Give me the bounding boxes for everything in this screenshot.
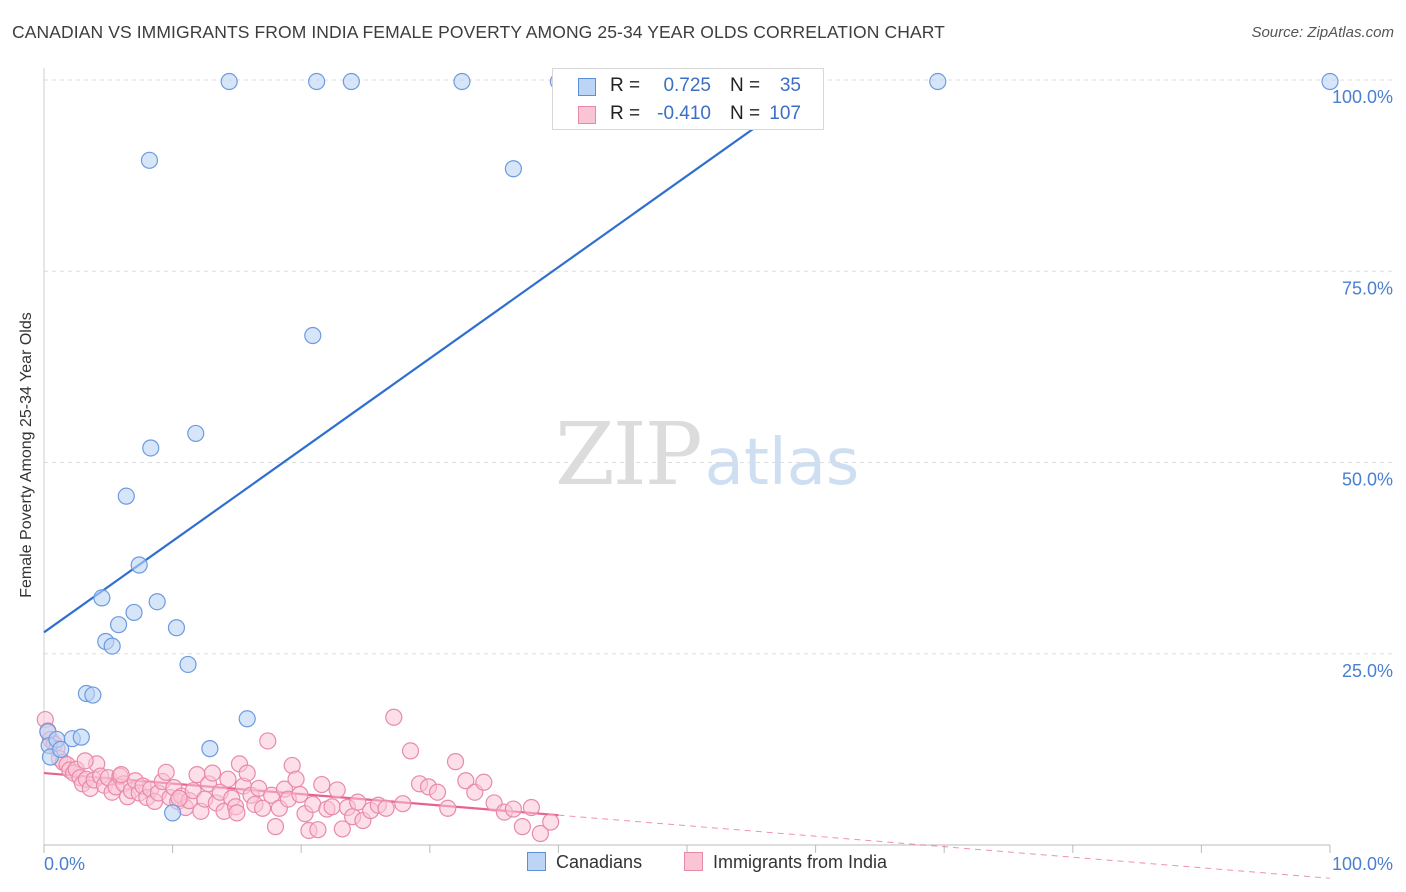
point-india <box>259 732 277 750</box>
point-canadians <box>142 439 160 457</box>
point-india <box>184 782 202 800</box>
point-india <box>228 804 246 822</box>
point-india <box>542 813 560 831</box>
legend-r-label: R = <box>610 75 641 96</box>
legend-row-canadians: R = 0.725 N = 35 <box>553 73 823 101</box>
point-india <box>304 795 322 814</box>
point-india <box>112 766 130 784</box>
point-india <box>522 798 540 817</box>
point-canadians <box>201 740 219 758</box>
point-india <box>349 793 367 811</box>
trend-line-canadians <box>43 79 823 634</box>
legend-label-canadians: Canadians <box>556 852 643 872</box>
legend-n-label: N = <box>730 75 761 96</box>
point-india <box>254 799 272 817</box>
legend-swatch-blue <box>578 78 596 96</box>
point-canadians <box>117 487 135 505</box>
legend-item-canadians[interactable]: Canadians <box>527 852 642 873</box>
x-tick-label: 100.0% <box>1332 854 1393 874</box>
point-india <box>446 753 465 771</box>
point-canadians <box>72 728 90 746</box>
point-canadians <box>103 637 121 655</box>
y-tick-label: 50.0% <box>1342 470 1393 490</box>
y-tick-label: 25.0% <box>1342 661 1393 681</box>
point-canadians <box>1321 72 1339 91</box>
legend-r-value: -0.410 <box>657 103 711 124</box>
trend-line-india-extension <box>558 814 1331 879</box>
legend-n-label: N = <box>730 103 761 124</box>
point-india <box>157 763 175 781</box>
correlation-legend: R = 0.725 N = 35 R = -0.410 N = 107 <box>552 68 824 130</box>
axes <box>43 68 1331 853</box>
point-canadians <box>179 655 197 674</box>
point-india <box>475 773 493 791</box>
point-canadians <box>125 603 143 622</box>
point-india <box>203 764 222 782</box>
legend-r-label: R = <box>610 103 641 124</box>
point-canadians <box>52 740 70 758</box>
point-india <box>219 770 237 788</box>
point-canadians <box>109 616 128 634</box>
gridlines <box>44 79 1392 655</box>
point-india <box>287 770 305 788</box>
point-india <box>333 820 351 838</box>
point-india <box>309 821 327 839</box>
point-canadians <box>220 72 238 91</box>
chart-title: CANADIAN VS IMMIGRANTS FROM INDIA FEMALE… <box>12 22 945 42</box>
point-canadians <box>308 72 326 91</box>
point-india <box>323 798 341 816</box>
point-india <box>328 781 346 799</box>
point-india <box>394 795 412 813</box>
y-tick-label: 75.0% <box>1342 278 1393 298</box>
tick-labels: 25.0% 50.0% 75.0% 100.0% 0.0% 100.0% <box>44 87 1393 874</box>
legend-label-india: Immigrants from India <box>713 852 888 872</box>
point-canadians <box>84 686 102 704</box>
data-points <box>36 72 1339 843</box>
legend-swatch-pink <box>578 106 596 124</box>
point-canadians <box>304 326 322 345</box>
point-india <box>504 800 522 818</box>
point-india <box>377 799 395 817</box>
legend-n-value: 35 <box>779 75 801 96</box>
point-canadians <box>167 619 186 637</box>
point-india <box>266 818 285 836</box>
legend-swatch-canadians <box>527 852 546 871</box>
point-india <box>291 785 309 804</box>
point-canadians <box>140 151 159 169</box>
point-india <box>428 783 447 801</box>
source-credit: Source: ZipAtlas.com <box>1251 24 1394 41</box>
legend-row-india: R = -0.410 N = 107 <box>553 101 823 129</box>
legend-r-value: 0.725 <box>663 75 711 96</box>
point-india <box>457 772 475 790</box>
point-canadians <box>164 804 182 822</box>
point-india <box>76 752 94 770</box>
point-india <box>313 775 331 794</box>
point-india <box>401 742 420 760</box>
legend-n-value: 107 <box>769 103 801 124</box>
point-india <box>238 764 256 782</box>
x-tick-label: 0.0% <box>44 854 85 874</box>
point-canadians <box>148 593 166 611</box>
point-canadians <box>187 424 205 443</box>
point-canadians <box>93 589 111 607</box>
point-canadians <box>504 160 522 178</box>
point-india <box>513 818 531 836</box>
legend-item-india[interactable]: Immigrants from India <box>684 852 887 873</box>
point-canadians <box>453 72 471 91</box>
y-tick-label: 100.0% <box>1332 87 1393 107</box>
point-india <box>385 708 403 726</box>
point-canadians <box>130 556 148 574</box>
point-india <box>170 789 188 807</box>
point-india <box>439 799 457 817</box>
point-canadians <box>929 72 947 91</box>
legend-swatch-india <box>684 852 703 871</box>
point-canadians <box>342 72 360 91</box>
point-canadians <box>238 710 256 728</box>
point-india <box>531 824 549 843</box>
